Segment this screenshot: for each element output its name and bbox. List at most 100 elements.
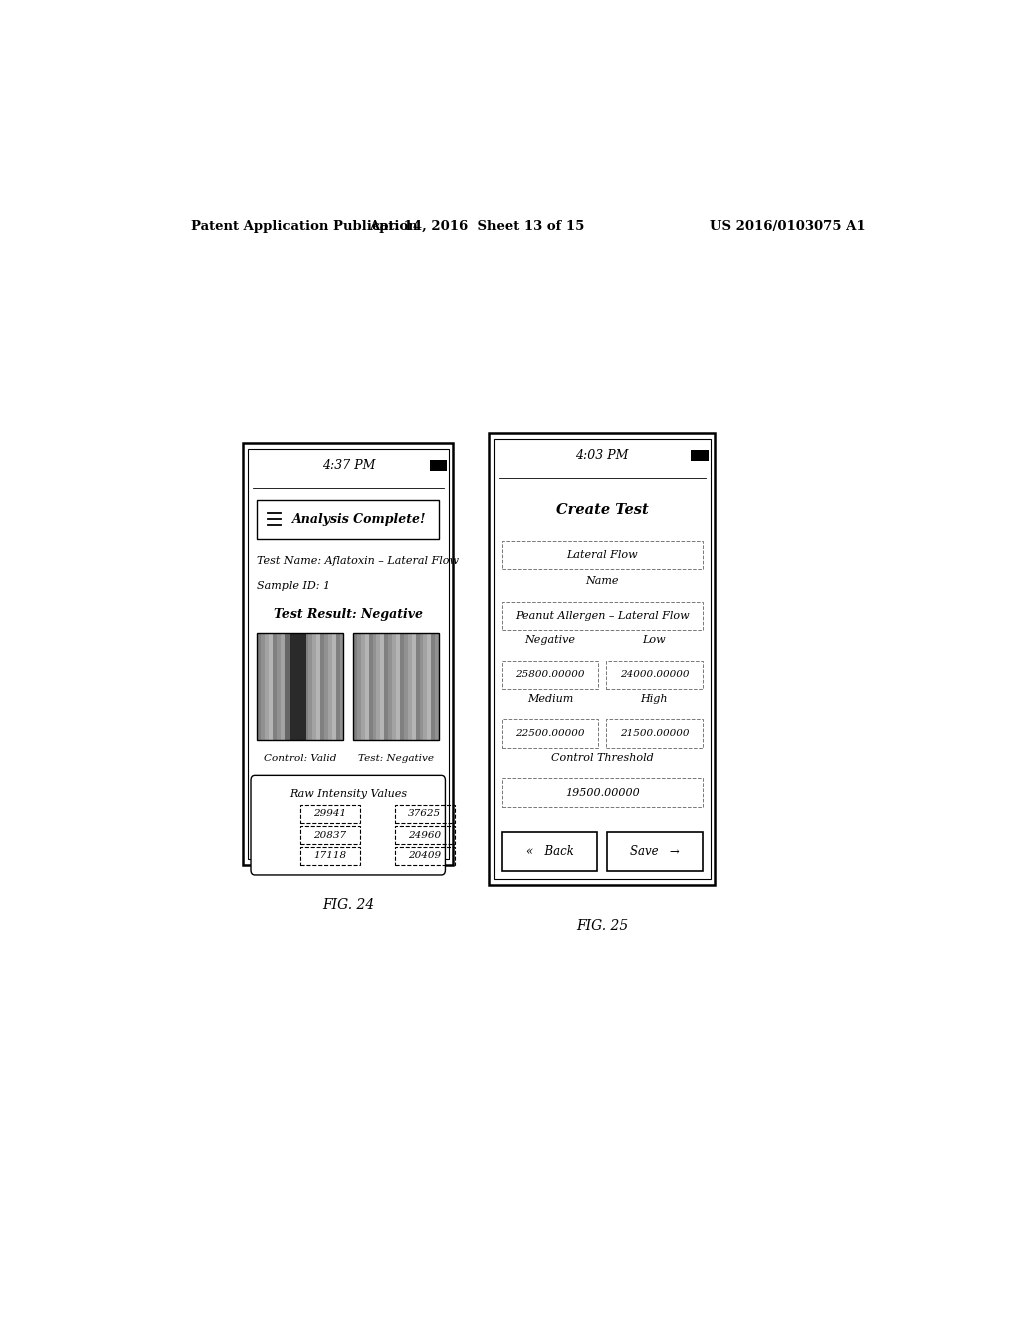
Bar — [430, 459, 447, 471]
Text: 4:37 PM: 4:37 PM — [322, 459, 375, 471]
Bar — [243, 444, 454, 865]
Text: 22500.00000: 22500.00000 — [515, 729, 585, 738]
Bar — [265, 634, 269, 739]
Bar — [308, 634, 312, 739]
Bar — [269, 634, 273, 739]
Text: Name: Name — [586, 577, 618, 586]
Bar — [502, 660, 598, 689]
Bar — [332, 634, 336, 739]
Bar — [691, 450, 709, 461]
Bar — [353, 634, 439, 739]
Text: Patent Application Publication: Patent Application Publication — [191, 219, 418, 232]
Bar — [340, 634, 343, 739]
Text: Peanut Allergen – Lateral Flow: Peanut Allergen – Lateral Flow — [515, 611, 689, 620]
Bar — [357, 634, 360, 739]
Text: 19500.00000: 19500.00000 — [565, 788, 640, 797]
Bar — [281, 634, 285, 739]
Bar — [377, 634, 380, 739]
Bar — [300, 846, 359, 865]
Bar — [290, 634, 305, 739]
Bar — [365, 634, 369, 739]
Text: 37625: 37625 — [409, 809, 441, 818]
Bar — [300, 634, 304, 739]
Bar — [420, 634, 424, 739]
Bar — [328, 634, 332, 739]
Bar — [276, 634, 281, 739]
Bar — [606, 719, 702, 748]
Bar — [369, 634, 373, 739]
Text: Medium: Medium — [527, 694, 573, 704]
Bar — [502, 779, 702, 807]
Bar — [300, 826, 359, 845]
Text: FIG. 25: FIG. 25 — [577, 919, 629, 933]
Bar — [502, 541, 702, 569]
Text: Control: Valid: Control: Valid — [264, 754, 337, 763]
Text: Negative: Negative — [524, 635, 575, 645]
Bar — [297, 634, 300, 739]
Text: 20409: 20409 — [409, 851, 441, 861]
Text: Test: Negative: Test: Negative — [358, 754, 434, 763]
Text: 24960: 24960 — [409, 830, 441, 840]
Bar — [435, 634, 439, 739]
Bar — [257, 634, 343, 739]
Bar — [395, 846, 455, 865]
Bar — [494, 440, 711, 879]
Text: «   Back: « Back — [525, 845, 573, 858]
Bar — [257, 500, 439, 539]
Bar — [289, 634, 293, 739]
Bar — [502, 602, 702, 630]
Bar — [257, 634, 343, 739]
Bar — [316, 634, 319, 739]
Bar — [412, 634, 416, 739]
Text: 25800.00000: 25800.00000 — [515, 671, 585, 680]
Bar — [403, 634, 408, 739]
Bar — [416, 634, 420, 739]
Bar — [336, 634, 340, 739]
Text: Low: Low — [642, 635, 667, 645]
Text: Sample ID: 1: Sample ID: 1 — [257, 581, 331, 591]
Text: Test Name: Aflatoxin – Lateral Flow: Test Name: Aflatoxin – Lateral Flow — [257, 556, 460, 566]
Text: Control Threshold: Control Threshold — [551, 754, 653, 763]
Bar — [360, 634, 365, 739]
Text: High: High — [641, 694, 668, 704]
Bar — [502, 833, 597, 871]
Bar — [400, 634, 403, 739]
Bar — [300, 805, 359, 824]
Text: 4:03 PM: 4:03 PM — [575, 449, 629, 462]
Bar — [607, 833, 702, 871]
Text: US 2016/0103075 A1: US 2016/0103075 A1 — [711, 219, 866, 232]
Bar — [380, 634, 384, 739]
Bar — [353, 634, 439, 739]
Bar — [431, 634, 435, 739]
Bar — [424, 634, 427, 739]
Text: Test Result: Negative: Test Result: Negative — [273, 609, 423, 622]
Bar — [353, 634, 357, 739]
Bar — [392, 634, 396, 739]
Text: Lateral Flow: Lateral Flow — [566, 550, 638, 560]
Text: 29941: 29941 — [313, 809, 346, 818]
Bar — [324, 634, 328, 739]
Text: Create Test: Create Test — [556, 503, 648, 517]
Text: 24000.00000: 24000.00000 — [620, 671, 689, 680]
Bar — [248, 449, 449, 859]
Bar — [261, 634, 265, 739]
Bar — [388, 634, 392, 739]
Bar — [427, 634, 431, 739]
Text: 21500.00000: 21500.00000 — [620, 729, 689, 738]
Bar — [257, 634, 261, 739]
Bar — [384, 634, 388, 739]
Bar — [273, 634, 276, 739]
FancyBboxPatch shape — [251, 775, 445, 875]
Bar — [395, 826, 455, 845]
Text: FIG. 24: FIG. 24 — [323, 899, 375, 912]
Bar — [285, 634, 290, 739]
Bar — [606, 660, 702, 689]
Bar — [395, 805, 455, 824]
Bar — [319, 634, 324, 739]
Text: 20837: 20837 — [313, 830, 346, 840]
Text: 17118: 17118 — [313, 851, 346, 861]
Bar — [502, 719, 598, 748]
Bar — [408, 634, 412, 739]
Text: Save   →: Save → — [630, 845, 680, 858]
Bar — [304, 634, 308, 739]
